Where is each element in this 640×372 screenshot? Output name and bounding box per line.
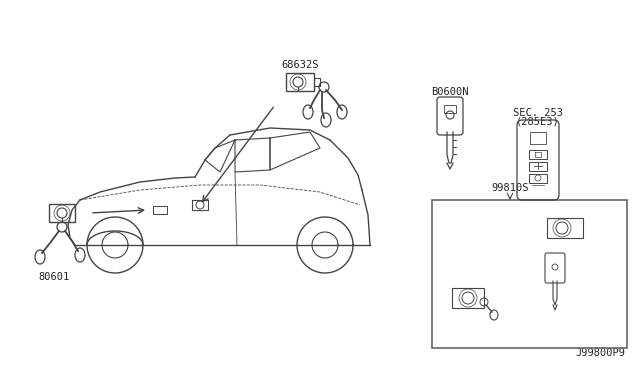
Text: B0600N: B0600N <box>431 87 468 97</box>
Bar <box>547 218 583 238</box>
Text: J99800P9: J99800P9 <box>575 348 625 358</box>
Bar <box>529 174 547 183</box>
Text: (285E3): (285E3) <box>516 116 560 126</box>
Bar <box>529 162 547 171</box>
Text: 68632S: 68632S <box>281 60 319 70</box>
Bar <box>286 73 314 91</box>
Text: SEC. 253: SEC. 253 <box>513 108 563 118</box>
Text: 80601: 80601 <box>38 272 69 282</box>
Bar <box>530 132 546 144</box>
Bar <box>444 105 456 113</box>
Bar <box>432 200 627 348</box>
Bar <box>529 150 547 159</box>
Bar <box>452 288 484 308</box>
Text: 99810S: 99810S <box>492 183 529 193</box>
Bar <box>49 204 75 222</box>
